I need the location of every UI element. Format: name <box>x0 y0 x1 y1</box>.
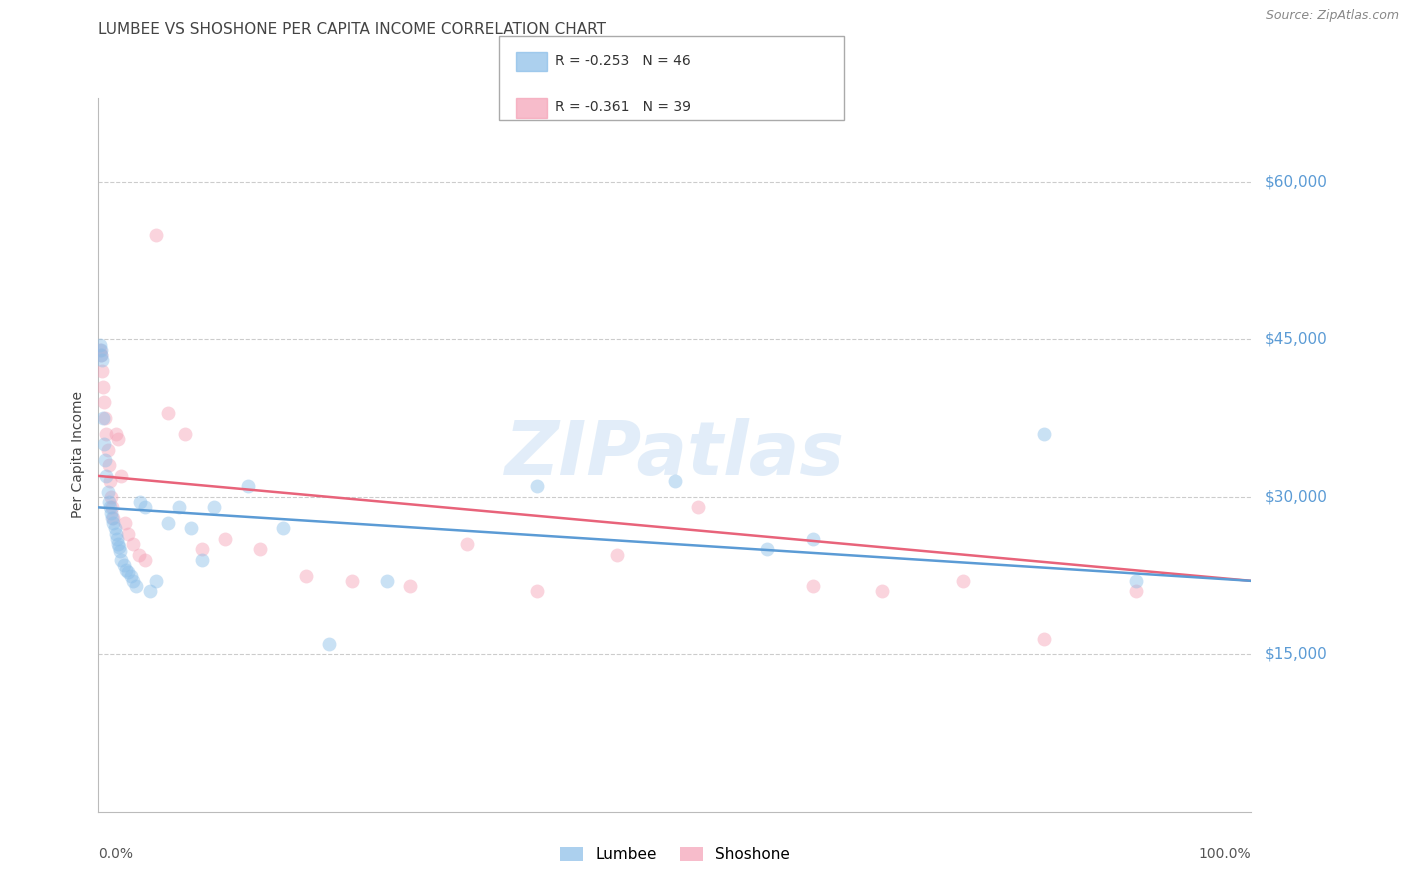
Point <box>98 500 121 515</box>
Point <box>801 579 824 593</box>
Point <box>104 426 127 441</box>
Point <box>103 521 125 535</box>
Point <box>90 343 112 357</box>
Point <box>93 395 115 409</box>
Point <box>174 426 197 441</box>
Point <box>101 511 124 525</box>
Point <box>104 526 127 541</box>
Legend: Lumbee, Shoshone: Lumbee, Shoshone <box>554 841 796 868</box>
Point <box>112 558 135 573</box>
Point <box>238 479 260 493</box>
Text: $60,000: $60,000 <box>1265 175 1329 190</box>
Text: 100.0%: 100.0% <box>1199 847 1251 862</box>
Point <box>94 453 117 467</box>
Text: R = -0.361   N = 39: R = -0.361 N = 39 <box>555 100 692 114</box>
Point <box>145 574 167 588</box>
Point <box>129 495 152 509</box>
Point <box>100 490 122 504</box>
Point <box>103 516 125 530</box>
Point <box>115 563 138 577</box>
Point <box>1032 632 1054 646</box>
Point <box>90 353 112 368</box>
Point <box>101 500 124 515</box>
Point <box>340 574 363 588</box>
Point <box>107 537 129 551</box>
Point <box>271 521 294 535</box>
Point <box>96 426 118 441</box>
Text: ZIPatlas: ZIPatlas <box>505 418 845 491</box>
Point <box>134 500 156 515</box>
Point <box>97 495 120 509</box>
Point <box>156 516 179 530</box>
Point <box>872 584 894 599</box>
Point <box>375 574 398 588</box>
Point <box>156 406 179 420</box>
Point <box>110 469 132 483</box>
Point <box>122 537 145 551</box>
Y-axis label: Per Capita Income: Per Capita Income <box>72 392 86 518</box>
Point <box>1125 574 1147 588</box>
Point <box>91 380 114 394</box>
Point <box>249 542 271 557</box>
Point <box>89 337 111 351</box>
Point <box>526 584 548 599</box>
Point <box>202 500 225 515</box>
Text: R = -0.253   N = 46: R = -0.253 N = 46 <box>555 54 692 68</box>
Point <box>801 532 824 546</box>
Point <box>98 474 121 488</box>
Point <box>526 479 548 493</box>
Text: 0.0%: 0.0% <box>98 847 134 862</box>
Point <box>114 516 136 530</box>
Point <box>398 579 420 593</box>
Point <box>456 537 478 551</box>
Point <box>97 458 120 473</box>
Point <box>191 553 214 567</box>
Point <box>664 474 686 488</box>
Point <box>105 532 128 546</box>
Point <box>120 568 142 582</box>
Point <box>128 548 150 562</box>
Text: Source: ZipAtlas.com: Source: ZipAtlas.com <box>1265 9 1399 22</box>
Point <box>214 532 236 546</box>
Point <box>100 506 122 520</box>
Point <box>110 553 132 567</box>
Point <box>180 521 202 535</box>
Point <box>108 541 131 555</box>
Point <box>167 500 190 515</box>
Point <box>91 411 114 425</box>
Point <box>97 442 120 457</box>
Point <box>90 348 112 362</box>
Point <box>90 364 112 378</box>
Point <box>318 637 340 651</box>
Point <box>110 544 132 558</box>
Point <box>756 542 779 557</box>
Point <box>107 432 129 446</box>
Point <box>686 500 709 515</box>
Point <box>1125 584 1147 599</box>
Point <box>1032 426 1054 441</box>
Point <box>89 343 111 357</box>
Point <box>145 227 167 242</box>
Point <box>117 526 139 541</box>
Text: $30,000: $30,000 <box>1265 490 1329 504</box>
Point <box>93 437 115 451</box>
Point <box>139 584 162 599</box>
Point <box>117 566 139 580</box>
Point <box>125 579 148 593</box>
Text: LUMBEE VS SHOSHONE PER CAPITA INCOME CORRELATION CHART: LUMBEE VS SHOSHONE PER CAPITA INCOME COR… <box>98 22 606 37</box>
Point <box>96 469 118 483</box>
Point <box>606 548 628 562</box>
Text: $15,000: $15,000 <box>1265 647 1329 662</box>
Point <box>97 484 120 499</box>
Point <box>122 574 145 588</box>
Point <box>94 411 117 425</box>
Point <box>191 542 214 557</box>
Point <box>952 574 974 588</box>
Point <box>134 553 156 567</box>
Point <box>90 348 112 362</box>
Text: $45,000: $45,000 <box>1265 332 1329 347</box>
Point <box>295 568 318 582</box>
Point <box>103 511 125 525</box>
